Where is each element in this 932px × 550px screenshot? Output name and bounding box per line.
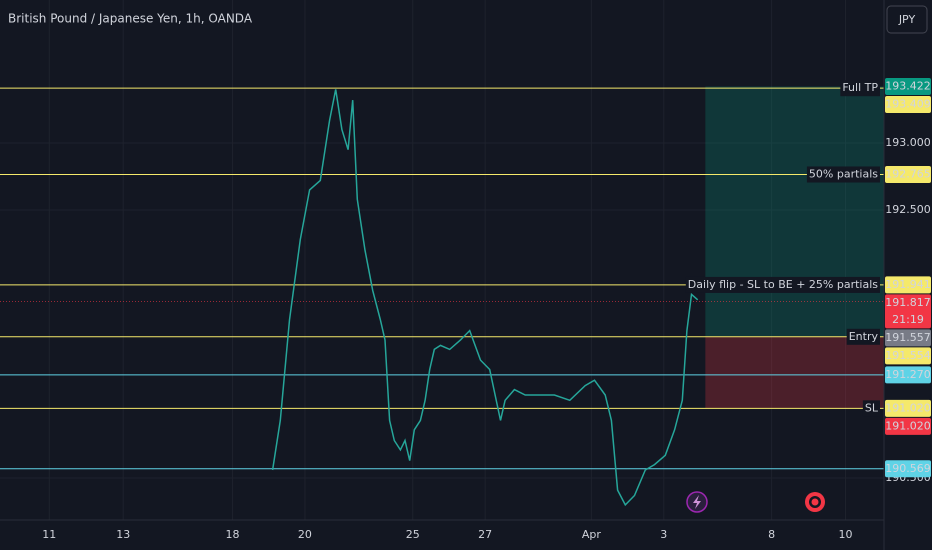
- price-line: [271, 89, 699, 507]
- price-badge-label: 191.557: [885, 331, 931, 344]
- x-tick-label: Apr: [582, 528, 602, 541]
- stop-zone: [705, 336, 884, 409]
- price-badge-label: 191.941: [885, 278, 931, 291]
- y-tick-label: 192.500: [885, 203, 931, 216]
- price-badge: [885, 399, 931, 417]
- x-tick-label: 8: [768, 528, 775, 541]
- replay-icon[interactable]: [805, 492, 825, 512]
- price-badge-label: 193.422: [885, 79, 931, 92]
- price-badge: [885, 329, 931, 347]
- price-badge: [885, 460, 931, 478]
- price-badge-label: 191.817: [885, 296, 931, 309]
- countdown-label: 21:19: [892, 313, 924, 326]
- x-tick-label: 3: [660, 528, 667, 541]
- price-badge-label: 191.270: [885, 368, 931, 381]
- x-tick-label: 25: [406, 528, 420, 541]
- price-badge-label: 191.554: [885, 349, 931, 362]
- level-label: Daily flip - SL to BE + 25% partials: [688, 278, 878, 291]
- level-label-bg: [840, 80, 880, 97]
- price-badge-label: 190.569: [885, 462, 931, 475]
- price-badge: [885, 366, 931, 384]
- target-zone: [705, 86, 884, 337]
- level-label: Entry: [849, 330, 879, 343]
- level-label-bg: [862, 400, 880, 417]
- x-tick-label: 11: [42, 528, 56, 541]
- price-badge-label: 192.765: [885, 167, 931, 180]
- price-badge: [885, 294, 931, 329]
- x-tick-label: 13: [116, 528, 130, 541]
- x-tick-label: 18: [226, 528, 240, 541]
- price-badge: [885, 77, 931, 95]
- x-tick-label: 10: [838, 528, 852, 541]
- level-label: SL: [865, 401, 879, 414]
- x-tick-label: 20: [298, 528, 312, 541]
- level-label: Full TP: [842, 81, 878, 94]
- price-badge: [885, 276, 931, 294]
- x-tick-label: 27: [478, 528, 492, 541]
- alert-icon[interactable]: [686, 491, 708, 513]
- y-tick-label: 193.000: [885, 136, 931, 149]
- price-badge-label: 191.020: [885, 401, 931, 414]
- currency-label[interactable]: JPY: [898, 13, 916, 26]
- level-label-bg: [685, 276, 880, 293]
- price-badge-label: 191.020: [885, 419, 931, 432]
- level-label: 50% partials: [809, 167, 878, 180]
- price-badge: [885, 165, 931, 183]
- level-label-bg: [846, 328, 880, 345]
- chart-title: British Pound / Japanese Yen, 1h, OANDA: [8, 12, 253, 26]
- price-badge-label: 193.409: [885, 97, 931, 110]
- currency-button[interactable]: [886, 5, 928, 34]
- level-label-bg: [806, 166, 880, 183]
- price-badge: [885, 417, 931, 435]
- price-badge: [885, 95, 931, 113]
- price-badge: [885, 347, 931, 365]
